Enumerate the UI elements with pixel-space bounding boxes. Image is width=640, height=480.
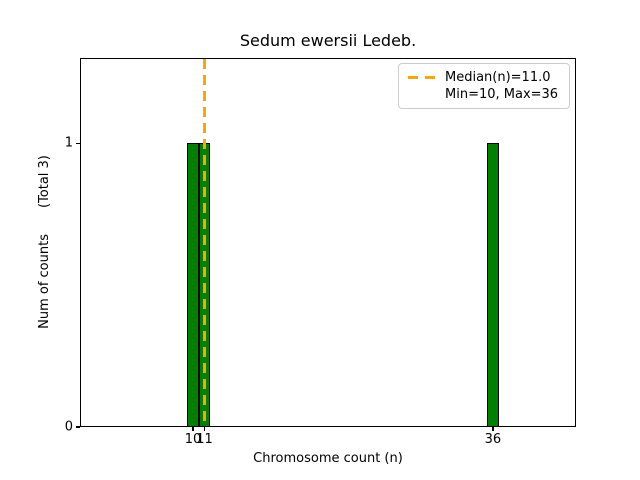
legend-median-label: Median(n)=11.0 [445,70,551,85]
plot-area [80,58,576,427]
bar-n10 [187,143,199,427]
bar-n36 [487,143,499,427]
y-tick-label-0: 0 [64,419,73,435]
legend-row-minmax: Min=10, Max=36 [408,86,561,103]
x-tick-label-11: 11 [196,432,213,447]
y-tick-label-1: 1 [64,135,73,151]
y-tick-mark-1 [76,142,80,144]
x-tick-mark-36 [492,427,494,431]
x-tick-mark-10 [192,427,194,431]
y-axis-label: Num of counts (Total 3) [37,155,52,329]
x-tick-mark-11 [203,427,206,431]
y-axis-label-total: (Total 3) [37,155,52,209]
legend-minmax-label: Min=10, Max=36 [445,87,559,102]
y-axis-label-main: Num of counts [37,234,52,329]
median-dashed-line-icon [408,76,435,79]
x-tick-label-36: 36 [484,432,502,447]
x-axis-label: Chromosome count (n) [253,451,403,466]
legend-spacer [408,93,435,96]
legend-row-median: Median(n)=11.0 [408,69,561,86]
legend: Median(n)=11.0 Min=10, Max=36 [398,63,570,109]
y-tick-mark-0 [76,426,80,428]
x-tick-label-10: 10 [184,432,202,447]
median-line [203,59,206,427]
chart-title: Sedum ewersii Ledeb. [239,31,417,50]
